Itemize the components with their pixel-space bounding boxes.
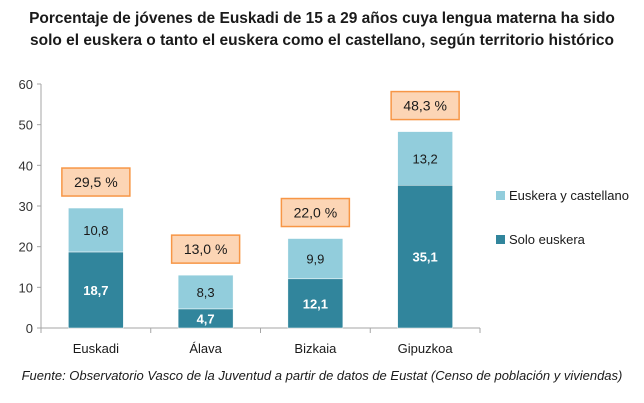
total-label: 22,0 %: [294, 205, 338, 221]
y-tick-label: 30: [19, 199, 33, 214]
x-tick-label: Gipuzkoa: [398, 341, 454, 356]
total-box: [61, 167, 131, 197]
bar-segment: [287, 278, 344, 329]
data-label: 8,3: [197, 285, 215, 300]
y-tick-label: 50: [19, 118, 33, 133]
bar-segment: [397, 131, 453, 186]
y-tick-label: 60: [19, 77, 33, 92]
total-box: [280, 197, 351, 228]
chart-title: Porcentaje de jóvenes de Euskadi de 15 a…: [0, 8, 644, 52]
data-label: 35,1: [412, 250, 437, 265]
x-tick-label: Bizkaia: [294, 341, 337, 356]
data-label: 9,9: [306, 252, 324, 267]
total-label: 48,3 %: [403, 98, 447, 114]
chart-title-line1: Porcentaje de jóvenes de Euskadi de 15 a…: [29, 10, 615, 27]
bar-segment: [68, 207, 124, 253]
bar-segment: [177, 274, 234, 310]
x-tick-label: Euskadi: [73, 341, 119, 356]
bar-segment: [68, 251, 124, 329]
total-box: [390, 90, 460, 121]
total-label: 29,5 %: [74, 174, 118, 190]
total-box: [170, 234, 241, 264]
data-label: 12,1: [303, 296, 328, 311]
chart-title-line2: solo el euskera o tanto el euskera como …: [29, 32, 614, 49]
chart-source: Fuente: Observatorio Vasco de la Juventu…: [21, 368, 623, 383]
total-label: 13,0 %: [184, 241, 228, 257]
legend-label: Solo euskera: [509, 232, 586, 247]
bar-segment: [397, 185, 453, 329]
data-label: 18,7: [83, 283, 108, 298]
data-label: 4,7: [197, 311, 215, 326]
y-tick-label: 0: [26, 321, 33, 336]
legend-swatch: [496, 191, 505, 200]
y-tick-label: 10: [19, 280, 33, 295]
y-tick-label: 20: [19, 240, 33, 255]
x-tick-label: Álava: [189, 341, 222, 356]
data-label: 13,2: [412, 151, 437, 166]
y-tick-label: 40: [19, 158, 33, 173]
legend-label: Euskera y castellano: [509, 188, 629, 203]
bar-segment: [287, 238, 344, 280]
data-label: 10,8: [83, 223, 108, 238]
legend-swatch: [496, 235, 505, 244]
